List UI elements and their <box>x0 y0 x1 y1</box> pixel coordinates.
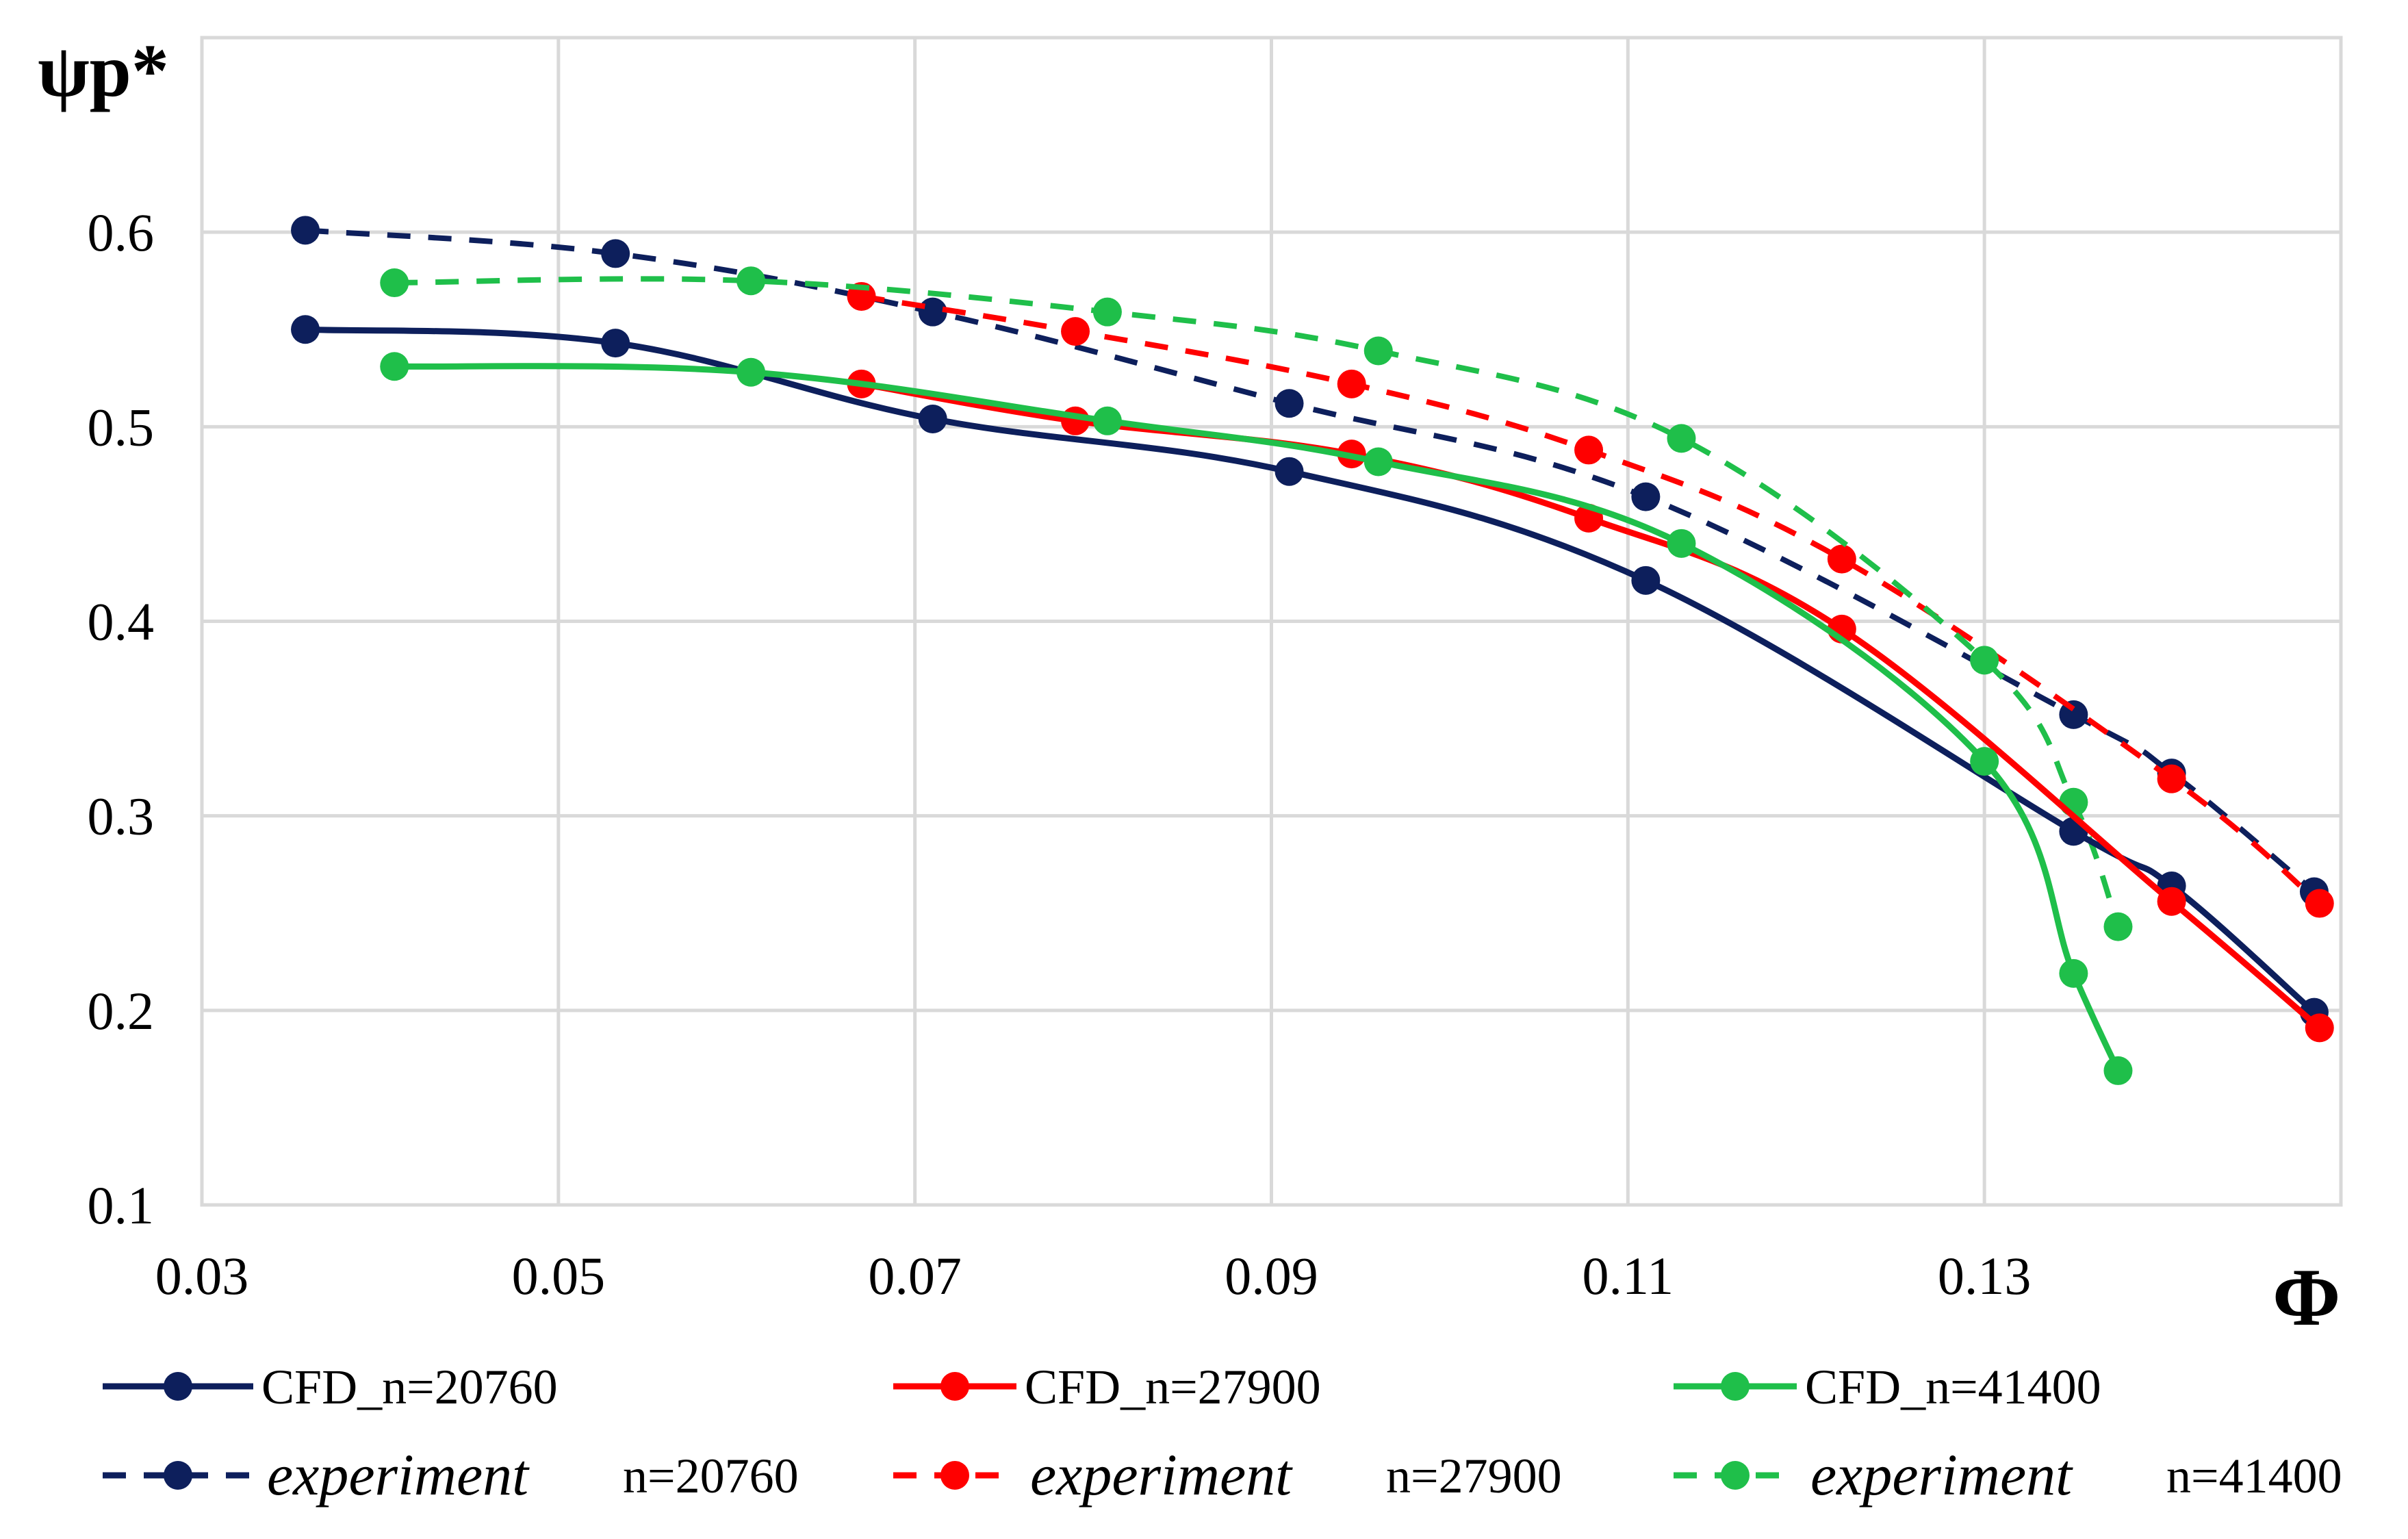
data-point <box>1092 406 1122 435</box>
x-tick-label: 0.03 <box>155 1246 249 1306</box>
y-tick-label: 0.3 <box>88 787 155 846</box>
data-point <box>1631 565 1661 595</box>
data-point <box>2305 889 2334 918</box>
series-line <box>305 227 2316 894</box>
legend-entry: CFD_n=27900 <box>893 1360 1321 1414</box>
legend-swatch-marker <box>940 1461 969 1490</box>
data-point <box>2103 912 2133 941</box>
data-point <box>1667 424 1696 453</box>
legend-entry: experiment n=20760 <box>103 1442 799 1508</box>
data-point <box>2059 700 2088 729</box>
legend-label-suffix: n=27900 <box>1386 1449 1562 1503</box>
data-point <box>1970 747 1999 776</box>
legend-label-prefix: experiment <box>1810 1442 2073 1508</box>
data-point <box>2157 764 2186 793</box>
series-cfd-n27900 <box>847 369 2334 1043</box>
legend-swatch-marker <box>164 1372 192 1401</box>
data-point <box>2103 1056 2133 1085</box>
series-experiment-n20760 <box>291 216 2329 906</box>
data-point <box>1061 406 1090 435</box>
legend-entry: CFD_n=41400 <box>1674 1360 2101 1414</box>
data-point <box>1092 297 1122 327</box>
data-point <box>2305 1013 2334 1043</box>
data-point <box>1275 389 1304 418</box>
data-point <box>737 357 766 387</box>
x-axis-label: Φ <box>2272 1251 2341 1343</box>
data-point <box>601 239 630 268</box>
legend-swatch-marker <box>164 1461 192 1490</box>
y-axis-label: ψp* <box>38 29 169 112</box>
y-tick-label: 0.2 <box>88 981 155 1041</box>
legend-entry: experiment n=41400 <box>1674 1442 2342 1508</box>
tick-labels: 0.03 0.05 0.07 0.09 0.11 0.13 0.1 0.2 0.3 0.4 0.5 0… <box>88 203 2032 1306</box>
data-point <box>737 266 766 296</box>
data-point <box>918 404 947 433</box>
series-experiment-n41400 <box>380 266 2133 941</box>
series-layer <box>291 216 2334 1085</box>
data-point <box>380 352 409 381</box>
legend-label: CFD_n=20760 <box>261 1360 558 1414</box>
x-tick-label: 0.05 <box>512 1246 606 1306</box>
legend-label-prefix: experiment <box>1030 1442 1293 1508</box>
series-experiment-n27900 <box>847 281 2334 918</box>
x-tick-label: 0.07 <box>868 1246 962 1306</box>
data-point <box>1631 482 1661 511</box>
legend: CFD_n=20760 CFD_n=27900 CFD_n=41400experim… <box>103 1360 2342 1508</box>
legend-entry: experiment n=27900 <box>893 1442 1562 1508</box>
legend-swatch-marker <box>940 1372 969 1401</box>
series-line <box>305 326 2316 1015</box>
legend-swatch-marker <box>1721 1461 1750 1490</box>
data-point <box>1363 336 1393 366</box>
series-line <box>860 381 2322 1030</box>
data-point <box>1061 317 1090 346</box>
y-tick-label: 0.1 <box>88 1175 155 1235</box>
legend-entry: CFD_n=20760 <box>103 1360 558 1414</box>
series-line <box>394 363 2121 1072</box>
data-point <box>1667 529 1696 558</box>
data-point <box>1827 544 1856 574</box>
data-point <box>1970 646 1999 675</box>
data-point <box>1363 447 1393 476</box>
legend-label: CFD_n=27900 <box>1025 1360 1321 1414</box>
x-tick-label: 0.09 <box>1225 1246 1318 1306</box>
y-tick-label: 0.5 <box>88 397 155 457</box>
legend-swatch-marker <box>1721 1372 1750 1401</box>
x-tick-label: 0.13 <box>1938 1246 2032 1306</box>
legend-label-suffix: n=41400 <box>2166 1449 2342 1503</box>
data-point <box>918 297 947 327</box>
series-line <box>394 276 2121 928</box>
data-point <box>291 315 320 344</box>
data-point <box>1574 435 1604 465</box>
data-point <box>291 216 320 245</box>
legend-label-prefix: experiment <box>267 1442 530 1508</box>
data-point <box>601 329 630 358</box>
data-point <box>1275 457 1304 486</box>
series-line <box>860 293 2322 906</box>
y-tick-label: 0.4 <box>88 592 155 652</box>
data-point <box>2059 958 2088 988</box>
x-tick-label: 0.11 <box>1583 1246 1674 1306</box>
data-point <box>1337 369 1366 398</box>
y-tick-label: 0.6 <box>88 203 155 262</box>
data-point <box>380 268 409 298</box>
data-point <box>2157 887 2186 916</box>
grid <box>200 36 2343 1207</box>
legend-label: CFD_n=41400 <box>1805 1360 2101 1414</box>
series-cfd-n41400 <box>380 352 2133 1085</box>
legend-label-suffix: n=20760 <box>623 1449 799 1503</box>
